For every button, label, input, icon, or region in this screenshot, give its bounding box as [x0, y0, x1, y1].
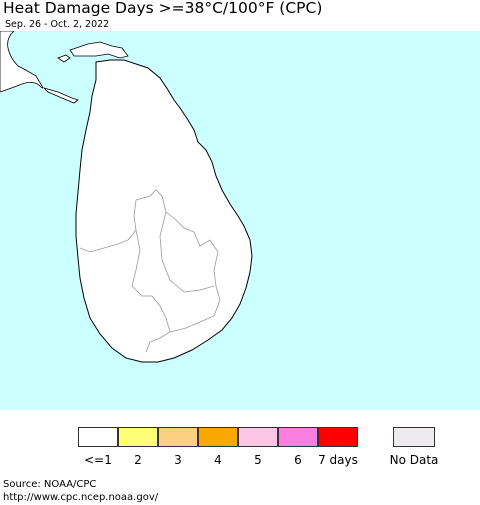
map-title: Heat Damage Days >=38°C/100°F (CPC): [3, 0, 323, 17]
legend-label: <=1: [84, 453, 112, 467]
legend-swatch: [78, 427, 118, 447]
legend-label-no-data: No Data: [389, 453, 439, 467]
legend-swatch: [118, 427, 158, 447]
legend-swatch: [318, 427, 358, 447]
legend-label: 4: [214, 453, 222, 467]
legend-label: 3: [174, 453, 182, 467]
province-boundaries: [79, 189, 221, 353]
legend-swatch-no-data: [393, 427, 435, 447]
legend-label: 5: [254, 453, 262, 467]
sri-lanka-island: [75, 59, 253, 363]
india-coast: [0, 31, 44, 93]
legend-label: 2: [134, 453, 142, 467]
legend-swatch: [198, 427, 238, 447]
small-island: [57, 54, 71, 63]
source-credit: Source: NOAA/CPC http://www.cpc.ncep.noa…: [3, 478, 158, 504]
jaffna-peninsula: [69, 41, 129, 59]
sri-lanka-map: [0, 31, 480, 410]
legend-swatch: [238, 427, 278, 447]
mannar-island: [42, 87, 79, 104]
legend-label: 7 days: [318, 453, 358, 467]
date-range: Sep. 26 - Oct. 2, 2022: [5, 19, 110, 30]
legend-label: 6: [294, 453, 302, 467]
source-line: Source: NOAA/CPC: [3, 479, 97, 490]
legend-swatch: [158, 427, 198, 447]
source-url: http://www.cpc.ncep.noaa.gov/: [3, 492, 159, 503]
legend-swatch: [278, 427, 318, 447]
legend: <=1 2 3 4 5 6 7 days No Data: [0, 426, 480, 470]
